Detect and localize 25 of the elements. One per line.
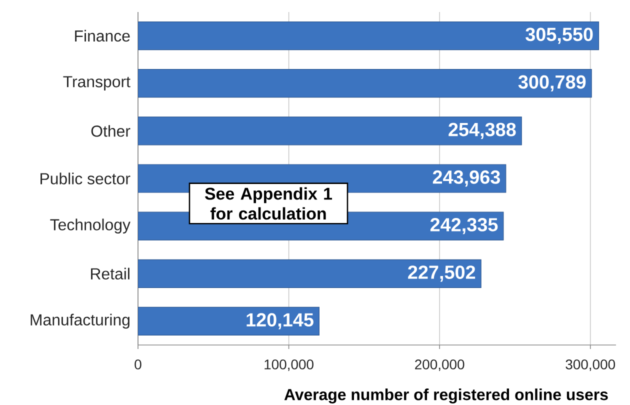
data-label: 120,145 bbox=[246, 313, 314, 330]
data-label: 254,388 bbox=[448, 122, 516, 139]
data-label: 305,550 bbox=[526, 28, 593, 44]
data-label: 227,502 bbox=[408, 266, 476, 282]
y-tick-label: Manufacturing bbox=[30, 314, 130, 329]
data-label: 300,789 bbox=[518, 75, 586, 92]
y-tick-label: Public sector bbox=[40, 172, 130, 184]
x-axis-title: Average number of registered online users bbox=[284, 388, 608, 404]
bar bbox=[138, 21, 600, 50]
bar bbox=[138, 306, 320, 336]
bar bbox=[138, 69, 592, 98]
bar bbox=[138, 116, 522, 146]
bar bbox=[138, 259, 482, 288]
annotation: See Appendix 1 for calculation bbox=[204, 187, 332, 220]
x-tick-label: 200,000 bbox=[415, 360, 464, 372]
data-label: 242,335 bbox=[430, 218, 498, 234]
y-tick-label: Finance bbox=[75, 30, 130, 42]
y-tick-label: Other bbox=[91, 125, 130, 137]
x-tick-label: 300,000 bbox=[566, 360, 616, 372]
y-tick-label: Transport bbox=[63, 76, 130, 90]
x-tick-label: 100,000 bbox=[264, 360, 314, 372]
y-tick-label: Retail bbox=[91, 268, 130, 280]
x-tick-label: 0 bbox=[134, 360, 142, 370]
y-tick-label: Technology bbox=[50, 218, 130, 234]
data-label: 243,963 bbox=[432, 170, 500, 187]
